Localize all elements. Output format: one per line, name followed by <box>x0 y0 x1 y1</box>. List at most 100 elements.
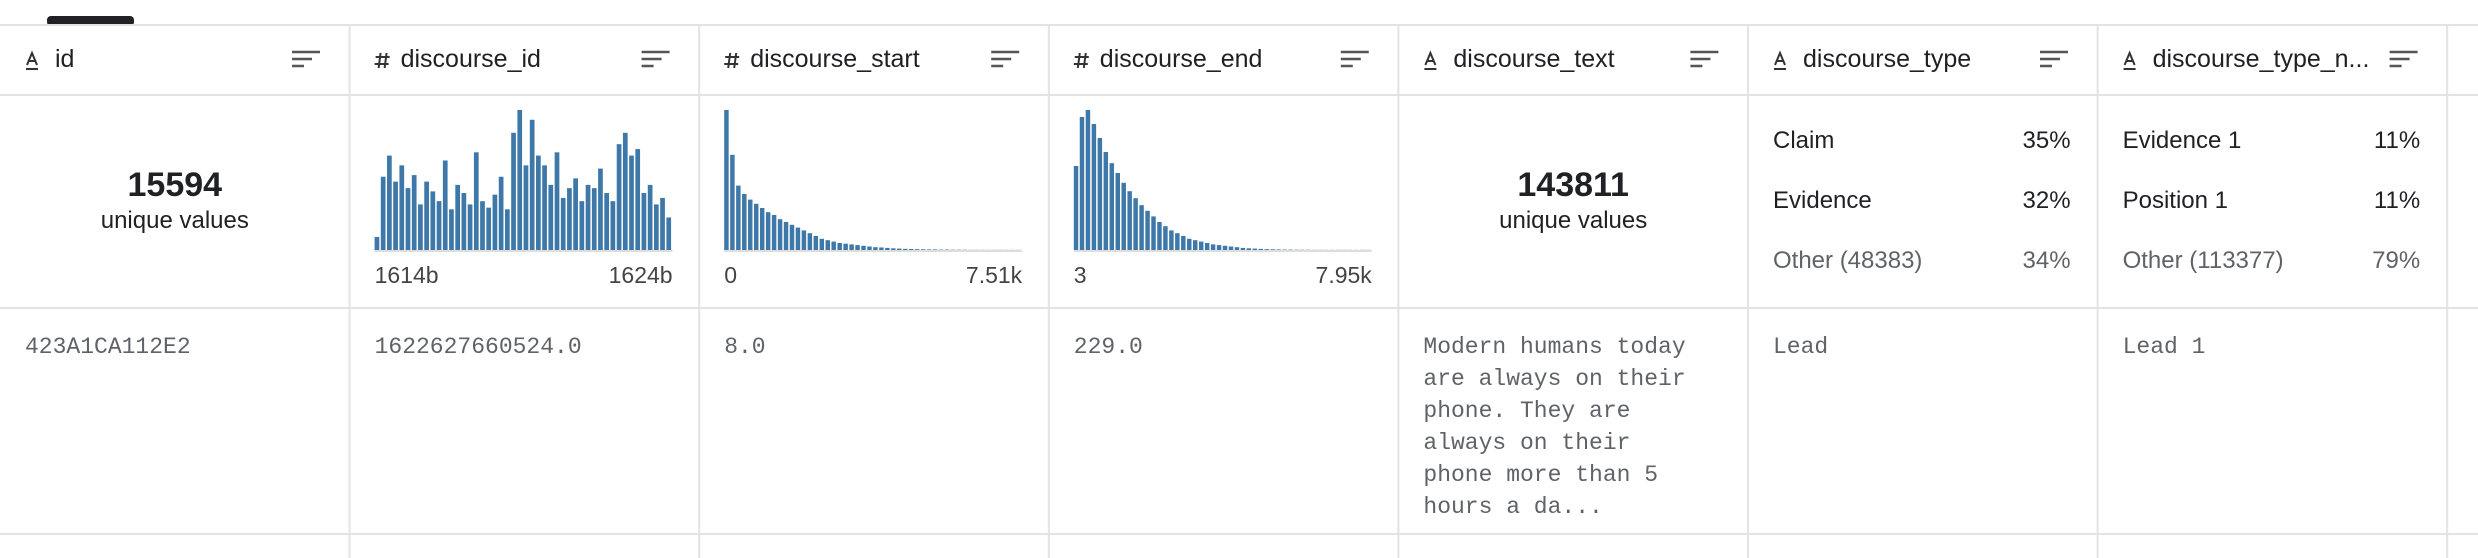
sort-button[interactable] <box>985 44 1025 74</box>
histogram-bar <box>730 154 735 250</box>
histogram-max: 1624b <box>608 262 673 288</box>
histogram-bar <box>461 193 467 250</box>
histogram-bar <box>1157 222 1162 250</box>
histogram-bar <box>567 188 572 250</box>
histogram-bar <box>1097 138 1103 250</box>
sort-button[interactable] <box>2384 44 2424 74</box>
histogram-bar <box>843 243 848 250</box>
histogram-bar <box>831 241 836 250</box>
unique-label: unique values <box>1499 207 1648 234</box>
histogram-bar <box>573 178 578 250</box>
histogram-max: 7.95k <box>1315 262 1372 288</box>
histogram-bar <box>813 236 819 250</box>
category-share: 11% <box>2373 187 2421 214</box>
histogram-bar <box>511 132 516 250</box>
numeric-icon <box>727 52 732 69</box>
histogram-bar <box>604 193 610 250</box>
histogram-bar <box>1276 249 1281 250</box>
histogram-bar <box>1222 245 1228 250</box>
histogram-bar <box>486 207 492 250</box>
histogram-bar <box>855 245 860 250</box>
histogram-bar <box>536 155 541 250</box>
histogram-bar <box>399 165 405 250</box>
histogram-bar <box>1246 248 1252 250</box>
sort-button[interactable] <box>1684 44 1724 74</box>
histogram-bar <box>897 248 902 250</box>
histogram-bar <box>926 249 932 250</box>
histogram-bar <box>473 152 479 250</box>
histogram-bar <box>405 188 411 250</box>
histogram-bar <box>783 222 789 250</box>
histogram-bar <box>819 238 825 250</box>
histogram-bar <box>891 248 896 250</box>
histogram-bar <box>635 149 641 250</box>
sort-button[interactable] <box>2034 44 2074 74</box>
histogram-bar <box>610 201 616 250</box>
histogram-bar <box>579 201 585 250</box>
histogram-bar <box>380 176 386 250</box>
histogram-bar <box>467 204 473 250</box>
histogram-bar <box>1193 240 1198 250</box>
histogram-bar <box>411 175 417 250</box>
category-label: Other (48383) <box>1773 247 1923 274</box>
histogram-bar <box>1210 244 1216 250</box>
sort-button[interactable] <box>636 44 676 74</box>
histogram-bar <box>374 236 380 250</box>
histogram-bar <box>754 203 759 250</box>
histogram-bar <box>1085 110 1091 250</box>
histogram-bar <box>653 204 659 250</box>
histogram-bar <box>418 204 423 250</box>
histogram-bar <box>1169 230 1174 250</box>
sort-button[interactable] <box>286 44 326 74</box>
tab-indicator <box>47 16 134 26</box>
category-label: Other (113377) <box>2122 247 2284 274</box>
histogram-bar <box>1252 248 1258 250</box>
histogram-bar <box>1181 236 1186 250</box>
string-icon <box>2123 50 2136 70</box>
string-icon <box>1424 50 1437 70</box>
histogram-bar <box>908 249 914 250</box>
category-share: 32% <box>2022 187 2071 214</box>
column-header: discourse_type <box>1803 45 1972 73</box>
histogram-bar <box>1139 205 1144 250</box>
histogram-bar <box>807 233 813 250</box>
histogram-bar <box>849 244 854 250</box>
histogram-bar <box>1091 124 1097 250</box>
histogram-bar <box>885 247 890 250</box>
cell-value: Lead <box>1773 334 1829 360</box>
histogram-bar <box>873 247 878 250</box>
category-label: Claim <box>1773 127 1835 154</box>
numeric-icon <box>1076 52 1081 69</box>
sort-button[interactable] <box>1335 44 1375 74</box>
unique-label: unique values <box>100 207 249 234</box>
histogram-bar <box>1151 216 1156 250</box>
numeric-icon <box>1082 52 1087 69</box>
histogram-bar <box>622 132 628 250</box>
histogram-bar <box>771 215 777 250</box>
histogram-bar <box>641 193 647 250</box>
numeric-icon <box>383 52 388 69</box>
histogram-bar <box>777 219 783 250</box>
histogram-bar <box>748 199 753 250</box>
histogram-min: 0 <box>724 262 737 288</box>
cell-value: 1622627660524.0 <box>374 334 582 360</box>
histogram-bar <box>932 249 938 250</box>
histogram-bar <box>861 245 866 250</box>
cell-value: 229.0 <box>1073 334 1143 360</box>
histogram-bar <box>1270 249 1275 250</box>
histogram-bar <box>1115 173 1120 250</box>
histogram-max: 7.51k <box>965 262 1023 288</box>
cell-value: 8.0 <box>724 334 766 360</box>
histogram-bar <box>480 201 485 250</box>
histogram-bar <box>1145 210 1150 250</box>
histogram-bar <box>1240 247 1246 250</box>
histogram-bar <box>542 165 547 250</box>
histogram-bar <box>449 209 454 250</box>
histogram-bar <box>1127 191 1132 250</box>
category-label: Evidence 1 <box>2122 127 2242 154</box>
histogram-bar <box>424 181 429 250</box>
histogram-bar <box>1234 247 1240 250</box>
histogram-bar <box>529 119 535 250</box>
histogram-bar <box>789 224 795 250</box>
histogram-bar <box>759 208 765 250</box>
